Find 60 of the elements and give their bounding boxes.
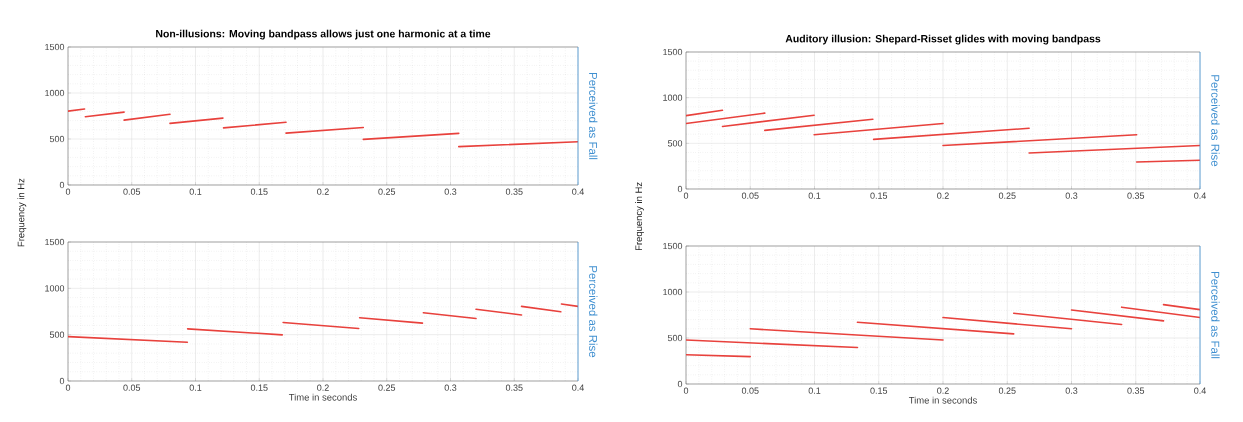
x-tick-label: 0.15 xyxy=(250,384,268,391)
y2-axis-title: Perceived as Fall xyxy=(589,73,598,160)
x-tick-label: 0.4 xyxy=(572,188,584,195)
x-tick-label: 0 xyxy=(65,384,71,391)
x-tick-label: 0.15 xyxy=(870,192,888,199)
y-tick-label: 0 xyxy=(59,377,65,385)
y-axis-title: Frequency in Hz xyxy=(635,182,644,251)
y-tick-label: 1500 xyxy=(45,43,65,51)
x-tick-label: 0.15 xyxy=(870,387,888,394)
x-tick-label: 0 xyxy=(683,192,689,199)
x-tick-label: 0.1 xyxy=(808,192,821,199)
x-tick-label: 0.2 xyxy=(317,384,329,391)
x-tick-label: 0.3 xyxy=(1065,387,1078,394)
y-tick-label: 1000 xyxy=(45,285,65,292)
y-tick-label: 500 xyxy=(49,331,65,338)
x-tick-label: 0.05 xyxy=(123,188,141,195)
x-tick-label: 0.4 xyxy=(1194,192,1206,199)
x-tick-label: 0.25 xyxy=(998,387,1016,394)
x-tick-label: 0.2 xyxy=(317,188,329,195)
x-tick-label: 0.05 xyxy=(741,387,759,394)
x-tick-label: 0.15 xyxy=(250,188,268,195)
x-tick-label: 0.25 xyxy=(998,192,1016,199)
x-tick-label: 0.25 xyxy=(378,384,396,391)
chart-title: Auditory illusion: Shepard-Risset glides with moving bandpass xyxy=(785,34,1101,45)
x-tick-label: 0.05 xyxy=(741,192,759,199)
x-axis-title: Time in seconds xyxy=(288,393,357,401)
x-tick-label: 0.4 xyxy=(572,384,584,391)
y-tick-label: 1500 xyxy=(45,238,65,246)
x-tick-label: 0.35 xyxy=(505,188,523,195)
x-tick-label: 0.1 xyxy=(808,387,821,394)
x-tick-label: 0.25 xyxy=(378,188,396,195)
x-tick-label: 0.3 xyxy=(1065,192,1078,199)
x-tick-label: 0.1 xyxy=(189,384,202,391)
y2-axis-title: Perceived as Rise xyxy=(589,266,598,358)
y-tick-label: 1000 xyxy=(663,94,683,101)
y-tick-label: 1000 xyxy=(663,288,683,296)
x-tick-label: 0.3 xyxy=(444,188,457,195)
x-axis-title: Time in seconds xyxy=(908,396,977,404)
x-tick-label: 0.05 xyxy=(123,384,141,391)
y-tick-label: 500 xyxy=(49,135,65,143)
x-tick-label: 0.4 xyxy=(1194,387,1206,394)
x-tick-label: 0.1 xyxy=(189,188,202,195)
x-tick-label: 0 xyxy=(683,387,689,394)
x-tick-label: 0.35 xyxy=(1127,192,1145,199)
y-tick-label: 1500 xyxy=(663,242,683,250)
y-tick-label: 0 xyxy=(59,181,65,189)
x-tick-label: 0.35 xyxy=(1127,387,1145,394)
x-tick-label: 0.2 xyxy=(937,192,949,199)
x-tick-label: 0.3 xyxy=(444,384,457,391)
x-tick-label: 0.2 xyxy=(937,387,949,394)
y-axis-title: Frequency in Hz xyxy=(17,178,27,247)
x-tick-label: 0 xyxy=(65,188,71,195)
chart-title: Non-illusions: Moving bandpass allows just one harmonic at a time xyxy=(156,29,491,40)
y2-axis-title: Perceived as Fall xyxy=(1211,272,1220,359)
y2-axis-title: Perceived as Rise xyxy=(1211,75,1220,167)
y-tick-label: 1500 xyxy=(663,48,683,56)
y-tick-label: 1000 xyxy=(45,89,65,97)
x-tick-label: 0.35 xyxy=(505,384,523,391)
y-tick-label: 500 xyxy=(667,140,683,147)
y-tick-label: 500 xyxy=(667,334,683,342)
